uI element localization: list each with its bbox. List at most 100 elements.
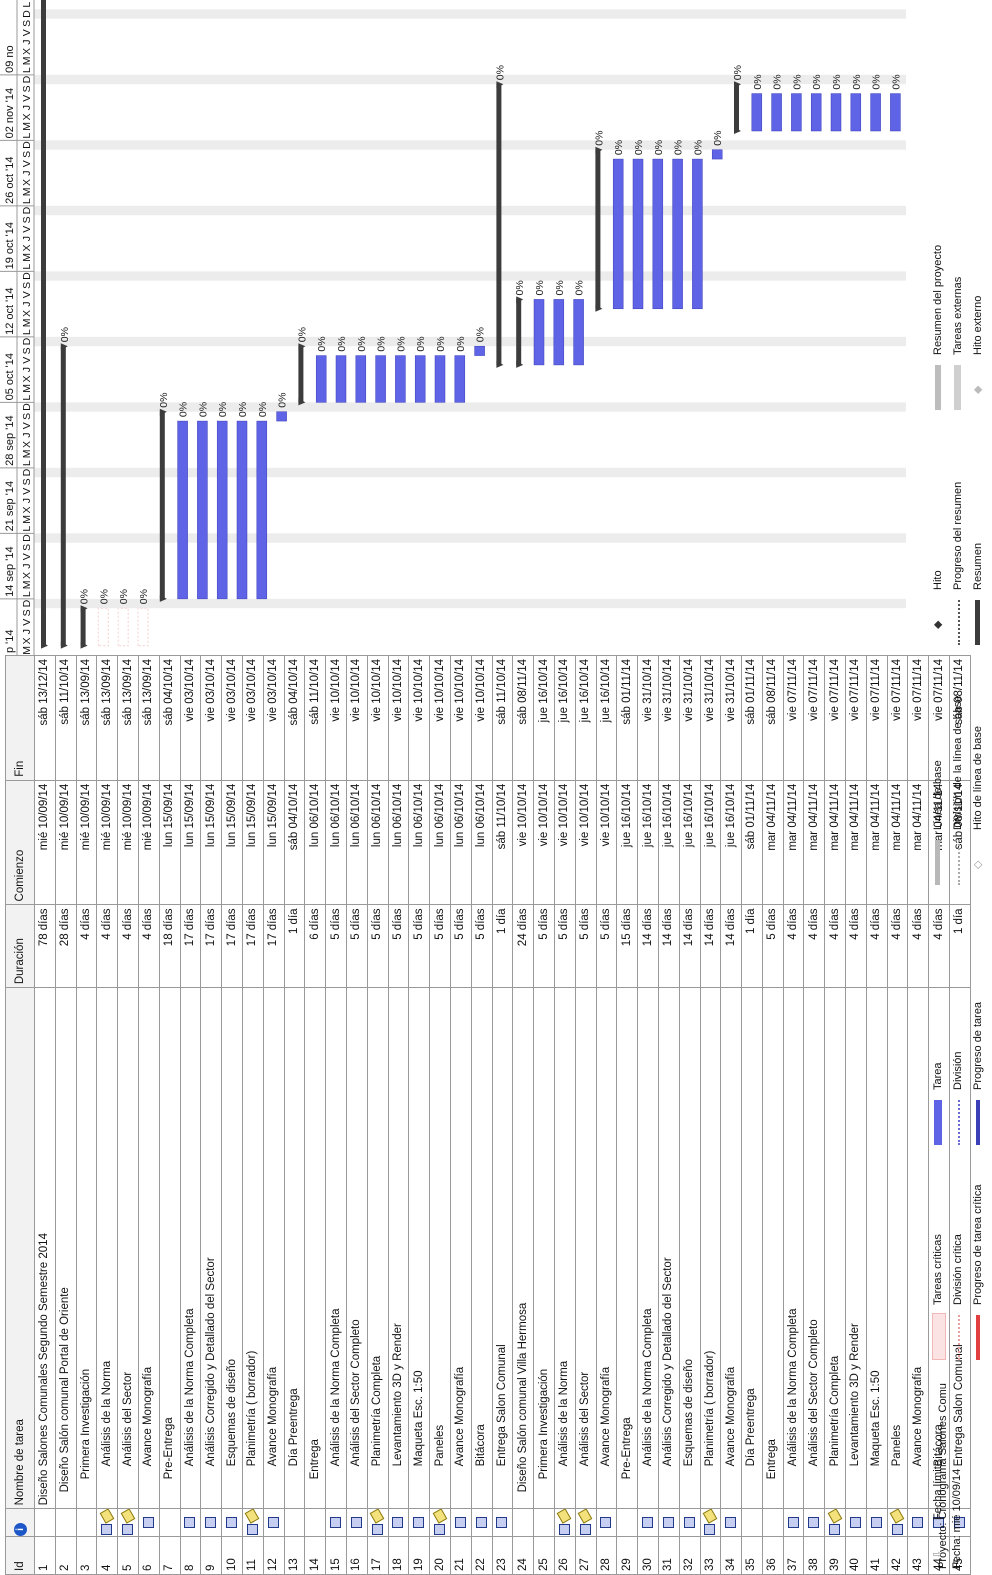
day-label: V (21, 291, 33, 298)
task-name: Levantamiento 3D y Render (388, 987, 409, 1509)
table-row[interactable]: 39 Planimetría Completa 4 días mar 04/11/14… (824, 655, 846, 1575)
table-row[interactable]: 21 Avance Monografía 5 días lun 06/10/14 vie… (450, 655, 472, 1575)
table-row[interactable]: 17 Planimetría Completa 5 días lun 06/10/14… (367, 655, 389, 1575)
table-row[interactable]: 5 Análisis del Sector 4 días mié 10/09/14 sá… (117, 655, 139, 1575)
table-row[interactable]: 29 Pre-Entrega 15 días jue 16/10/14 sáb 01/1… (616, 655, 638, 1575)
col-id-header[interactable]: Id (5, 1536, 35, 1575)
table-row[interactable]: 27 Análisis del Sector 5 días vie 10/10/14 j… (575, 655, 597, 1575)
task-end: sáb 11/10/14 (55, 655, 77, 781)
col-indicators-header[interactable]: i (5, 1508, 35, 1537)
legend-label: Línea de base (932, 760, 944, 830)
bar-percent-label: 0% (158, 393, 170, 408)
table-row[interactable]: 4 Análisis de la Norma 4 días mié 10/09/14 s… (96, 655, 118, 1575)
task-start: vie 10/10/14 (596, 780, 617, 905)
table-row[interactable]: 2 Diseño Salón comunal Portal de Oriente 2… (55, 655, 77, 1575)
col-name-header[interactable]: Nombre de tarea (5, 987, 35, 1509)
day-label: M (21, 187, 33, 196)
task-bar (711, 149, 723, 160)
table-row[interactable]: 38 Análisis del Sector Completo 4 días mar … (803, 655, 825, 1575)
table-row[interactable]: 36 Entrega 5 días mar 04/11/14 sáb 08/11/14 (762, 655, 784, 1575)
day-label: V (21, 619, 33, 626)
task-start: mar 04/11/14 (866, 780, 888, 905)
col-end-header[interactable]: Fin (5, 655, 35, 781)
task-end: vie 03/10/14 (242, 655, 264, 781)
day-label: M (21, 646, 33, 655)
task-bar (216, 420, 228, 600)
table-row[interactable]: 20 Paneles 5 días lun 06/10/14 vie 10/10/14 (429, 655, 451, 1575)
table-row[interactable]: 32 Esquemas de diseño 14 días jue 16/10/14 v… (679, 655, 700, 1575)
col-duration-header[interactable]: Duración (5, 904, 35, 988)
task-duration: 4 días (138, 904, 160, 988)
task-end: sáb 08/11/14 (762, 655, 784, 781)
table-row[interactable]: 10 Esquemas de diseño 17 días lun 15/09/14 v… (221, 655, 243, 1575)
table-row[interactable]: 12 Avance Monografía 17 días lun 15/09/14 vi… (263, 655, 285, 1575)
day-label: D (21, 141, 33, 149)
table-row[interactable]: 23 Entrega Salon Comunal 1 día sáb 11/10/14… (492, 655, 513, 1575)
task-duration: 5 días (429, 904, 451, 988)
task-name: Esquemas de diseño (221, 987, 243, 1509)
table-row[interactable]: 11 Planimetría ( borrador) 17 días lun 15/0… (242, 655, 264, 1575)
week-label: 21 sep '14 (4, 481, 16, 531)
day-label: L (21, 133, 33, 139)
table-row[interactable]: 8 Análisis de la Norma Completa 17 días lun… (180, 655, 201, 1575)
calendar-indicator-icon (246, 1523, 258, 1535)
table-row[interactable]: 19 Maqueta Esc. 1:50 5 días lun 06/10/14 vie… (408, 655, 430, 1575)
table-row[interactable]: 24 Diseño Salón comunal Villa Hermosa 24 d… (512, 655, 534, 1575)
calendar-indicator-icon (829, 1523, 841, 1535)
table-row[interactable]: 13 Día Preentrega 1 día sáb 04/10/14 sáb 04/… (284, 655, 305, 1575)
task-name: Análisis de la Norma Completa (783, 987, 804, 1509)
table-row[interactable]: 18 Levantamiento 3D y Render 5 días lun 06/… (388, 655, 409, 1575)
table-row[interactable]: 30 Análisis de la Norma Completa 14 días ju… (637, 655, 659, 1575)
table-row[interactable]: 1 Diseño Salones Comunales Segundo Semest… (34, 655, 56, 1575)
table-row[interactable]: 14 Entrega 6 días lun 06/10/14 sáb 11/10/14 (304, 655, 326, 1575)
table-row[interactable]: 33 Planimetría ( borrador) 14 días jue 16/1… (700, 655, 721, 1575)
table-row[interactable]: 40 Levantamiento 3D y Render 4 días mar 04/… (845, 655, 867, 1575)
table-row[interactable]: 34 Avance Monografía 14 días jue 16/10/14 vi… (720, 655, 742, 1575)
table-row[interactable]: 41 Maqueta Esc. 1:50 4 días mar 04/11/14 vie… (866, 655, 888, 1575)
table-row[interactable]: 6 Avance Monografía 4 días mié 10/09/14 sáb … (138, 655, 160, 1575)
table-row[interactable]: 22 Bitácora 5 días lun 06/10/14 vie 10/10/14 (471, 655, 493, 1575)
task-start: jue 16/10/14 (679, 780, 700, 905)
table-row[interactable]: 31 Análisis Corregido y Detallado del Sec… (658, 655, 680, 1575)
task-duration: 5 días (346, 904, 368, 988)
task-duration: 5 días (367, 904, 389, 988)
table-row[interactable]: 37 Análisis de la Norma Completa 4 días mar… (783, 655, 804, 1575)
summary-start-cap (516, 360, 524, 368)
task-end: sáb 13/09/14 (76, 655, 97, 781)
task-name: Análisis de la Norma Completa (637, 987, 659, 1509)
task-start: lun 06/10/14 (429, 780, 451, 905)
table-row[interactable]: 7 Pre-Entrega 18 días lun 15/09/14 sáb 04/10… (159, 655, 181, 1575)
day-label: L (21, 198, 33, 204)
table-row[interactable]: 9 Análisis Corregido y Detallado del Sect… (200, 655, 222, 1575)
day-label: S (21, 282, 33, 289)
task-name: Análisis de la Norma Completa (325, 987, 347, 1509)
task-end: jue 16/10/14 (596, 655, 617, 781)
task-indicators (429, 1508, 451, 1537)
legend-label: Progreso del resumen (952, 481, 964, 590)
table-row[interactable]: 35 Día Preentrega 1 día sáb 01/11/14 sáb 01/… (741, 655, 763, 1575)
table-row[interactable]: 25 Primera Investigación 5 días vie 10/10/1… (533, 655, 555, 1575)
task-id: 15 (325, 1536, 347, 1575)
col-start-header[interactable]: Comienzo (5, 780, 35, 905)
note-indicator-icon (889, 1508, 905, 1524)
info-icon: i (13, 1522, 27, 1536)
summary-start-cap (595, 304, 603, 312)
task-id: 36 (762, 1536, 784, 1575)
task-duration: 14 días (720, 904, 742, 988)
task-start: mar 04/11/14 (783, 780, 804, 905)
table-row[interactable]: 26 Análisis de la Norma 5 días vie 10/10/14… (554, 655, 576, 1575)
task-end: vie 07/11/14 (845, 655, 867, 781)
table-row[interactable]: 42 Paneles 4 días mar 04/11/14 vie 07/11/14 (887, 655, 908, 1575)
table-row[interactable]: 16 Análisis del Sector Completo 5 días lun … (346, 655, 368, 1575)
day-label: M (21, 253, 33, 262)
task-bar (315, 355, 327, 403)
table-row[interactable]: 28 Avance Monografía 5 días vie 10/10/14 jue… (596, 655, 617, 1575)
task-duration: 4 días (803, 904, 825, 988)
week-label: 19 oct '14 (4, 222, 16, 269)
task-indicators (284, 1508, 305, 1537)
task-duration: 17 días (242, 904, 264, 988)
table-row[interactable]: 15 Análisis de la Norma Completa 5 días lun… (325, 655, 347, 1575)
table-row[interactable]: 3 Primera Investigación 4 días mié 10/09/14… (76, 655, 97, 1575)
week-label: 09 no (4, 45, 16, 73)
day-label: L (21, 591, 33, 597)
